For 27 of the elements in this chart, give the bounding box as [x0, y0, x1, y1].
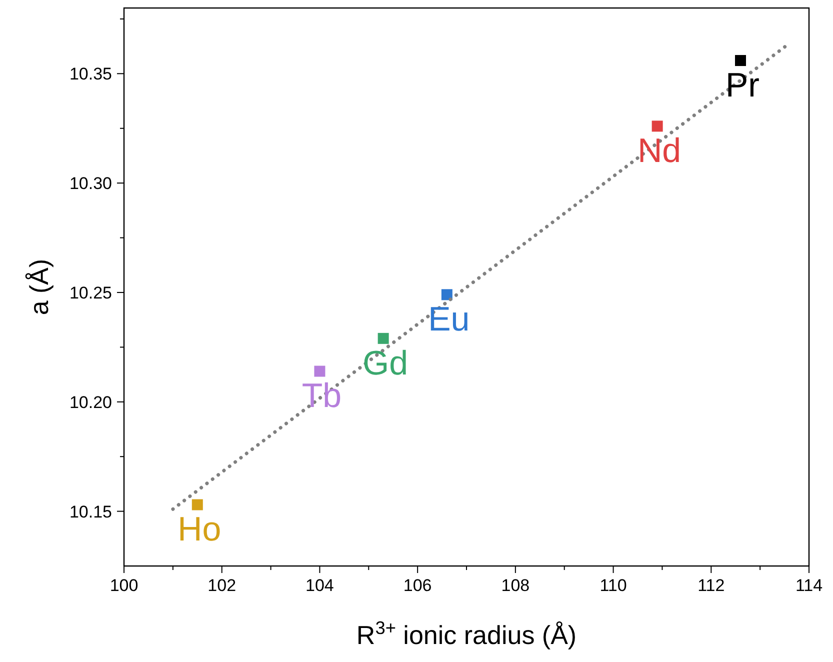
annotation: Nd	[638, 132, 682, 170]
point	[735, 55, 746, 66]
annotation: Eu	[428, 300, 470, 339]
x-tick-label: 108	[501, 576, 530, 595]
x-tick-label: 112	[698, 576, 725, 595]
annotation: Gd	[362, 344, 408, 382]
y-tick-label: 10.25	[69, 283, 112, 302]
y-tick-label: 10.15	[69, 502, 112, 522]
point	[652, 120, 663, 132]
y-tick-label: 10.20	[69, 392, 112, 412]
point	[441, 289, 452, 300]
x-tick-label: 100	[110, 576, 138, 595]
y-tick-label: 10.35	[69, 64, 112, 84]
y-tick-label: 10.30	[69, 174, 112, 194]
annotation: Tb	[302, 377, 342, 416]
annotation: Ho	[178, 510, 222, 549]
point	[192, 499, 203, 510]
point	[314, 366, 326, 377]
x-axis-title: R$^{3+}$ ionic radius (Å)	[356, 618, 577, 650]
x-tick-label: 102	[208, 576, 236, 595]
point	[378, 332, 389, 344]
x-tick-label: 110	[600, 576, 627, 595]
x-tick-label: 114	[795, 576, 823, 595]
annotation: Pr	[726, 66, 760, 105]
y-axis-title: a (Å)	[24, 258, 54, 316]
x-tick-label: 104	[306, 576, 334, 595]
x-tick-label: 106	[403, 576, 432, 595]
